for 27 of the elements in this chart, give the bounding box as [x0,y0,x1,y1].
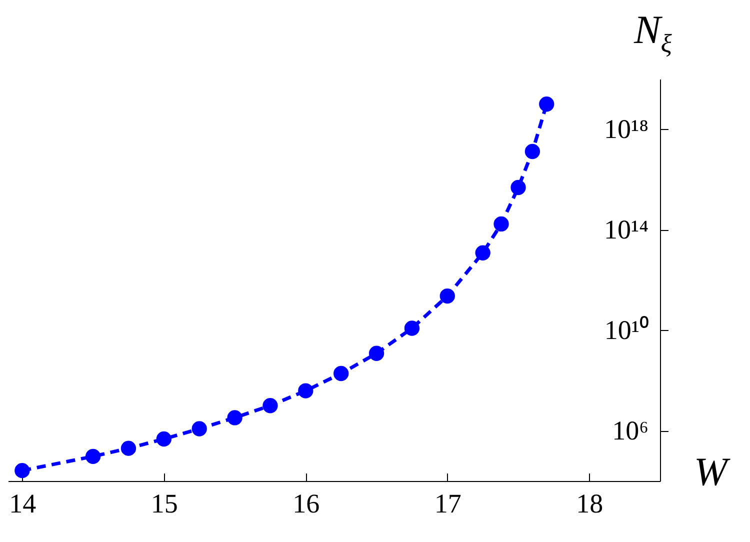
point [298,383,314,398]
point [120,440,136,456]
x-tick-label: 18 [576,488,604,518]
point [539,96,554,112]
point [262,398,278,414]
point [475,245,490,260]
point [494,216,509,232]
y-tick-label: 10⁶ [612,415,648,446]
y-tick-label: 10¹⁴ [604,214,648,244]
point [334,366,349,382]
x-tick-label: 17 [434,488,462,518]
point [14,463,30,478]
point [440,288,455,304]
x-tick-label: 15 [150,488,178,518]
point [510,180,526,196]
x-tick-label: 14 [9,488,37,518]
point [404,320,420,336]
y-tick-label: 10¹⁰ [604,314,648,345]
point [85,448,101,464]
y-tick-label: 10¹⁸ [604,114,648,144]
x-tick-label: 16 [292,488,320,518]
y-axis-title: N$_{ξ}$ [634,6,672,59]
point [192,421,207,436]
point [368,346,384,361]
point [227,410,242,426]
point [524,144,540,160]
point [156,431,172,447]
